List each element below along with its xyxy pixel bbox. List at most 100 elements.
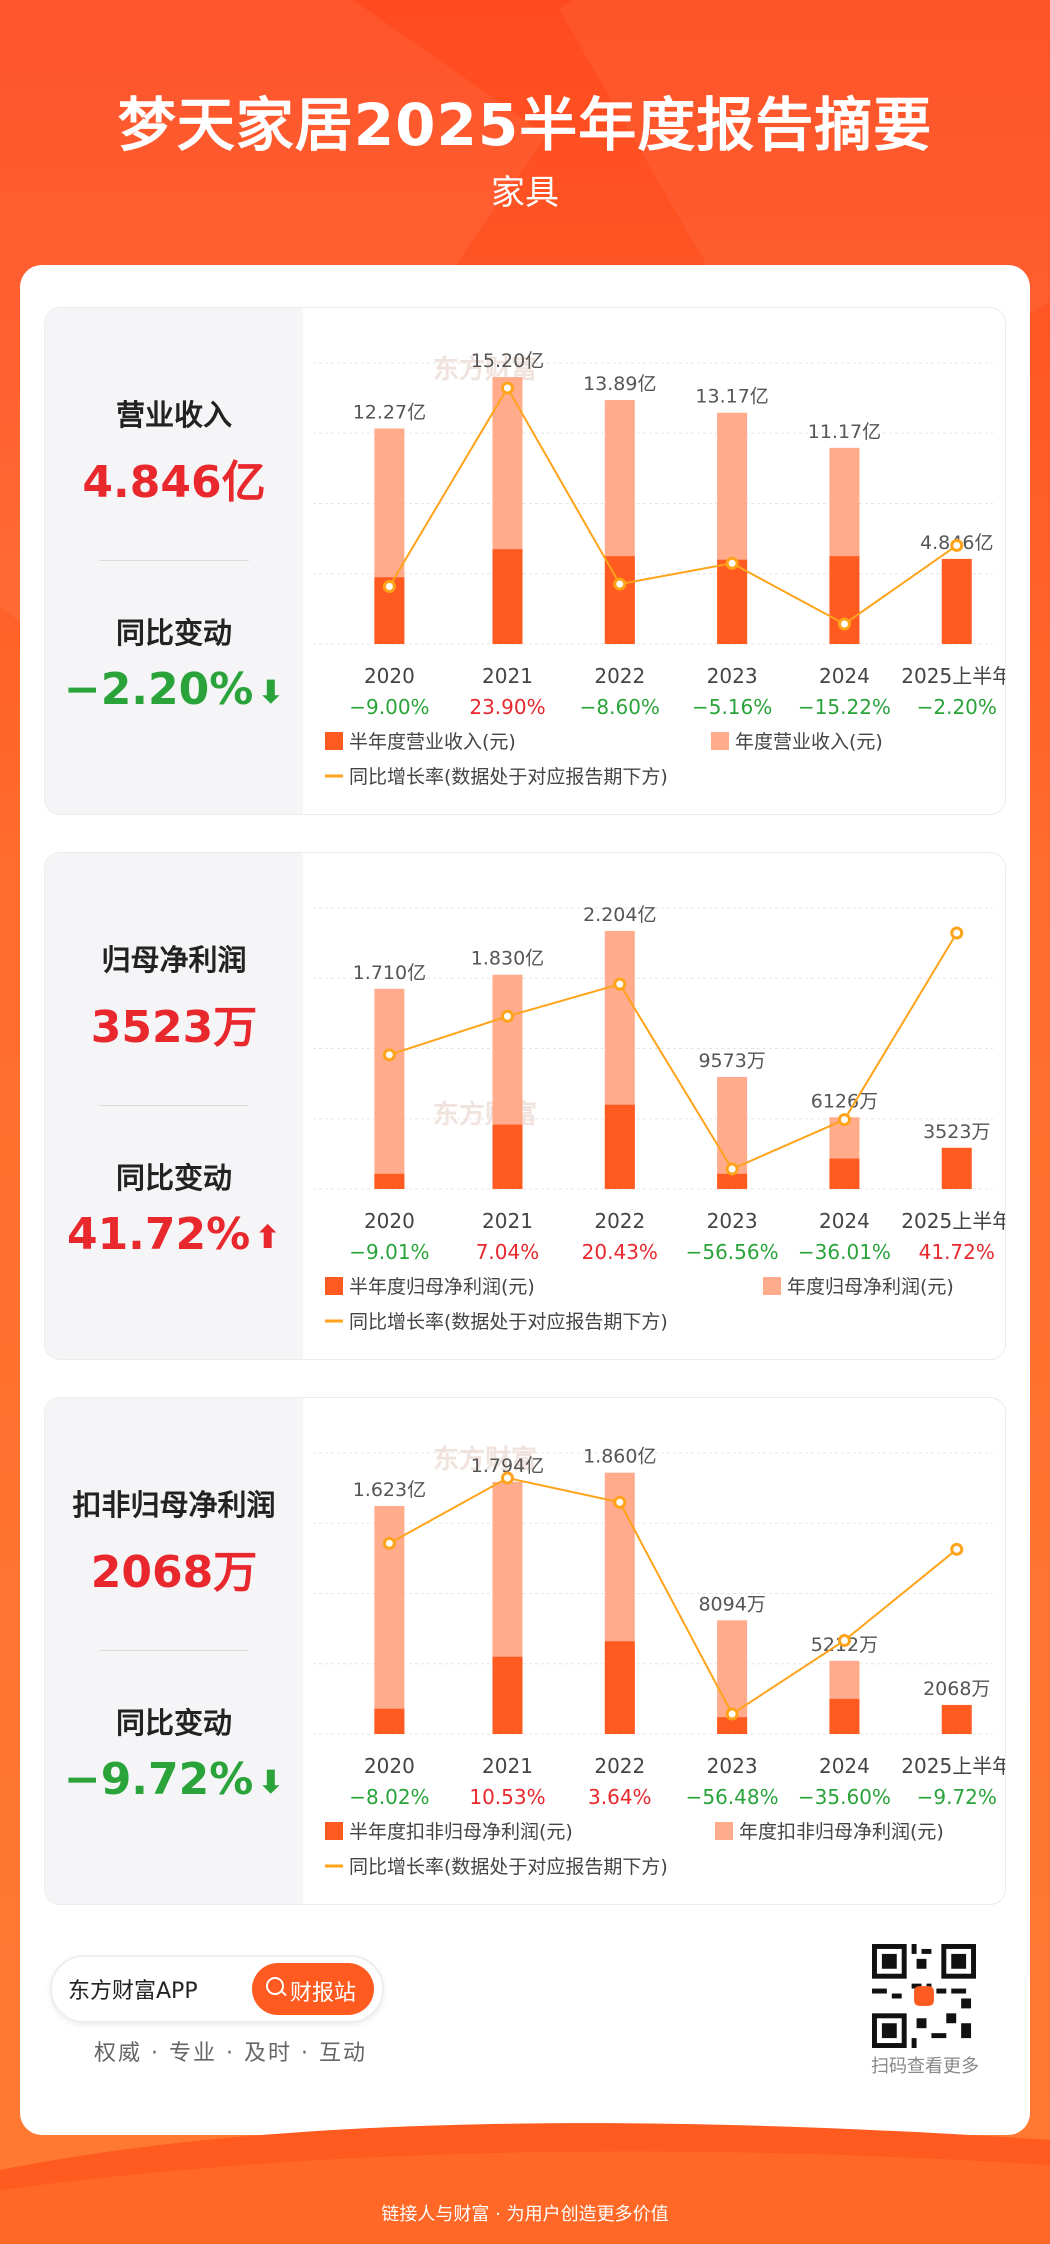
legend-swatch-annual <box>711 732 729 750</box>
qr-code-icon[interactable] <box>872 1944 976 2048</box>
footer-slogan: 链接人与财富 · 为用户创造更多价值 <box>381 2204 669 2225</box>
watermark: 东方财富 <box>433 1444 537 1475</box>
divider <box>99 1105 249 1106</box>
report-card: 营业收入 4.846亿 同比变动 −2.20% ⬇ 东方财富 12.27亿 2020−… <box>20 265 1030 2135</box>
footer-wave <box>0 2123 1050 2244</box>
growth-point <box>382 1048 396 1062</box>
half-year-bar <box>717 1717 748 1734</box>
bar-value-label: 2.204亿 <box>583 904 656 926</box>
growth-rate-label: −8.60% <box>580 695 660 719</box>
slogan: 权威 · 专业 · 及时 · 互动 <box>94 2041 367 2066</box>
revenue-chart: 东方财富12.27亿2020−9.00%15.20亿202123.90%13.8… <box>313 350 1005 788</box>
change-value: −9.72% <box>63 1754 254 1805</box>
growth-rate-label: −9.72% <box>917 1785 997 1809</box>
growth-point <box>950 926 964 940</box>
half-year-bar <box>604 1104 635 1189</box>
deducted-profit-summary: 扣非归母净利润 2068万 同比变动 −9.72% ⬇ <box>45 1398 303 1904</box>
growth-point <box>725 556 739 570</box>
growth-point <box>382 579 396 593</box>
change-label: 同比变动 <box>115 1706 232 1740</box>
x-tick-label: 2023 <box>707 664 758 688</box>
growth-line <box>389 932 958 1171</box>
bar-value-label: 13.17亿 <box>695 386 768 408</box>
bar-value-label: 2068万 <box>923 1678 990 1700</box>
bar-value-label: 1.830亿 <box>471 948 544 970</box>
change-value: −2.20% <box>63 664 254 715</box>
x-tick-label: 2021 <box>482 664 533 688</box>
growth-point <box>500 1009 514 1023</box>
growth-rate-label: −9.00% <box>349 695 429 719</box>
net-profit-chart: 东方财富1.710亿2020−9.01%1.830亿20217.04%2.204… <box>313 904 1005 1333</box>
legend-swatch-half <box>325 732 343 750</box>
change-label: 同比变动 <box>115 616 232 650</box>
change-value: 41.72% <box>66 1209 251 1260</box>
bar-value-label: 8094万 <box>698 1593 765 1615</box>
metric-label: 营业收入 <box>115 398 232 432</box>
legend-swatch-annual <box>763 1277 781 1295</box>
x-tick-label: 2025上半年 <box>901 1209 1005 1233</box>
growth-point <box>500 381 514 395</box>
x-tick-label: 2023 <box>707 1209 758 1233</box>
x-tick-label: 2022 <box>594 1754 645 1778</box>
x-tick-label: 2021 <box>482 1209 533 1233</box>
growth-point <box>613 577 627 591</box>
growth-point <box>500 1471 514 1485</box>
revenue-panel: 营业收入 4.846亿 同比变动 −2.20% ⬇ 东方财富 12.27亿 2020−… <box>44 307 1006 815</box>
change-value-row: −2.20% ⬇ <box>45 664 303 715</box>
legend-label-annual: 年度营业收入(元) <box>735 731 883 753</box>
legend-label-annual: 年度扣非归母净利润(元) <box>739 1821 944 1843</box>
arrow-down-icon: ⬇ <box>257 673 285 711</box>
net-profit-panel: 归母净利润 3523万 同比变动 41.72% ⬆ 东方财富 1.710亿 2020−… <box>44 852 1006 1360</box>
net-profit-summary: 归母净利润 3523万 同比变动 41.72% ⬆ <box>45 853 303 1359</box>
x-tick-label: 2022 <box>594 664 645 688</box>
growth-rate-label: 3.64% <box>588 1785 652 1809</box>
app-search-bar[interactable]: 东方财富APP 财报站 <box>50 1955 384 2023</box>
change-value-row: −9.72% ⬇ <box>45 1754 303 1805</box>
search-icon <box>266 1977 284 1995</box>
x-tick-label: 2025上半年 <box>901 1754 1005 1778</box>
divider <box>99 1650 249 1651</box>
half-year-bar <box>492 1656 523 1734</box>
legend-label-half: 半年度扣非归母净利润(元) <box>349 1821 573 1843</box>
growth-point <box>382 1536 396 1550</box>
half-year-bar <box>604 1641 635 1734</box>
deducted-profit-panel: 扣非归母净利润 2068万 同比变动 −9.72% ⬇ 东方财富 1.623亿 202… <box>44 1397 1006 1905</box>
growth-rate-label: −5.16% <box>692 695 772 719</box>
growth-rate-label: −36.01% <box>798 1240 891 1264</box>
growth-point <box>613 1495 627 1509</box>
search-button-label: 财报站 <box>290 1981 357 2006</box>
revenue-summary: 营业收入 4.846亿 同比变动 −2.20% ⬇ <box>45 308 303 814</box>
growth-line <box>388 386 958 626</box>
change-label: 同比变动 <box>115 1161 232 1195</box>
legend-label-growth: 同比增长率(数据处于对应报告期下方) <box>349 766 668 788</box>
x-tick-label: 2024 <box>819 664 870 688</box>
x-tick-label: 2023 <box>707 1754 758 1778</box>
bar-value-label: 6126万 <box>811 1090 878 1112</box>
half-year-bar <box>941 1704 972 1734</box>
growth-point <box>950 1542 964 1556</box>
metric-label: 扣非归母净利润 <box>72 1488 276 1522</box>
growth-rate-label: 20.43% <box>582 1240 658 1264</box>
search-button[interactable]: 财报站 <box>252 1963 374 2015</box>
growth-point <box>950 538 964 552</box>
growth-rate-label: −8.02% <box>349 1785 429 1809</box>
bar-value-label: 1.710亿 <box>353 962 426 984</box>
x-tick-label: 2022 <box>594 1209 645 1233</box>
metric-value: 2068万 <box>90 1547 258 1598</box>
metric-label: 归母净利润 <box>101 943 247 977</box>
half-year-bar <box>829 1158 860 1189</box>
legend-swatch-half <box>325 1822 343 1840</box>
metric-value: 4.846亿 <box>82 457 266 508</box>
bar-value-label: 1.794亿 <box>471 1455 544 1477</box>
x-tick-label: 2025上半年 <box>901 664 1005 688</box>
x-tick-label: 2020 <box>364 1754 415 1778</box>
legend-label-growth: 同比增长率(数据处于对应报告期下方) <box>349 1311 668 1333</box>
growth-rate-label: 41.72% <box>919 1240 995 1264</box>
legend-label-half: 半年度营业收入(元) <box>349 731 516 753</box>
half-year-bar <box>717 559 748 644</box>
half-year-bar <box>717 1173 748 1189</box>
half-year-bar <box>941 1147 972 1189</box>
bar-value-label: 9573万 <box>698 1050 765 1072</box>
half-year-bar <box>941 558 972 644</box>
divider <box>99 560 249 561</box>
